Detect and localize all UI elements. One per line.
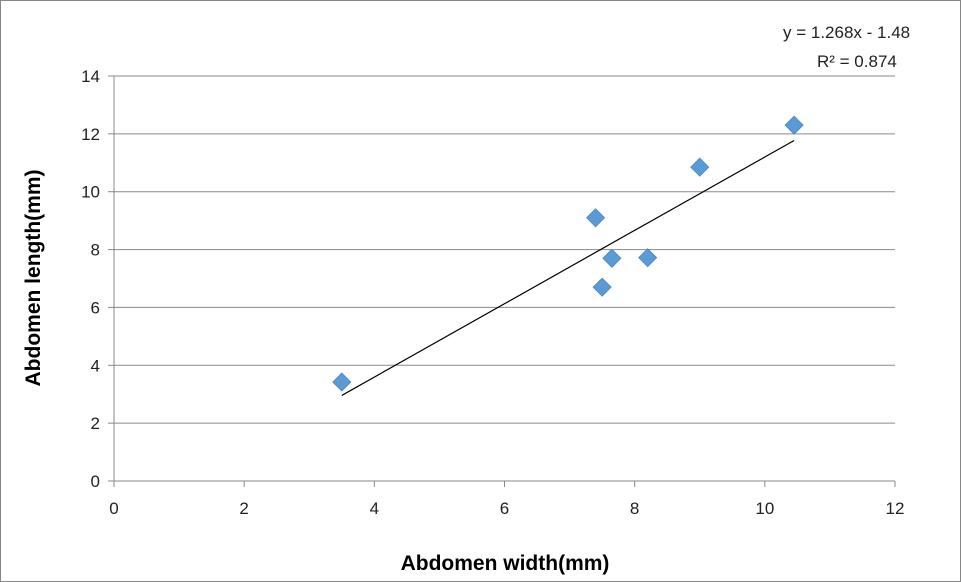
x-tick-labels: 0 2 4 6 8 10 12 (109, 499, 904, 518)
data-point-5 (638, 248, 658, 268)
data-point-6 (690, 157, 710, 177)
x-axis-title: Abdomen width(mm) (401, 552, 610, 575)
data-points (332, 115, 804, 392)
y-tick-label-8: 8 (91, 241, 100, 260)
axes (108, 75, 896, 487)
data-point-4 (602, 248, 622, 268)
data-point-2 (586, 208, 606, 228)
y-tick-label-10: 10 (81, 183, 100, 202)
y-tick-label-6: 6 (91, 298, 100, 317)
y-tick-labels: 0 2 4 6 8 10 12 14 (81, 67, 100, 491)
data-point-3 (592, 277, 612, 297)
x-tick-label-12: 12 (886, 499, 905, 518)
x-tick-label-8: 8 (630, 499, 639, 518)
y-tick-label-4: 4 (91, 356, 100, 375)
data-point-7 (784, 115, 804, 135)
x-tick-label-2: 2 (239, 499, 248, 518)
data-point-1 (332, 372, 352, 392)
y-tick-label-0: 0 (91, 472, 100, 491)
x-tick-label-6: 6 (500, 499, 509, 518)
trendline (341, 139, 795, 396)
x-tick-label-4: 4 (370, 499, 379, 518)
y-tick-label-2: 2 (91, 414, 100, 433)
r-squared-label: R² = 0.874 (817, 52, 897, 71)
trendline-equation: y = 1.268x - 1.48 (783, 23, 910, 42)
y-tick-label-12: 12 (81, 125, 100, 144)
x-tick-label-10: 10 (755, 499, 774, 518)
y-axis-title: Abdomen length(mm) (22, 170, 45, 387)
trendline-group (341, 139, 795, 396)
y-tick-label-14: 14 (81, 67, 100, 86)
gridlines (114, 75, 895, 424)
x-tick-label-0: 0 (109, 499, 118, 518)
